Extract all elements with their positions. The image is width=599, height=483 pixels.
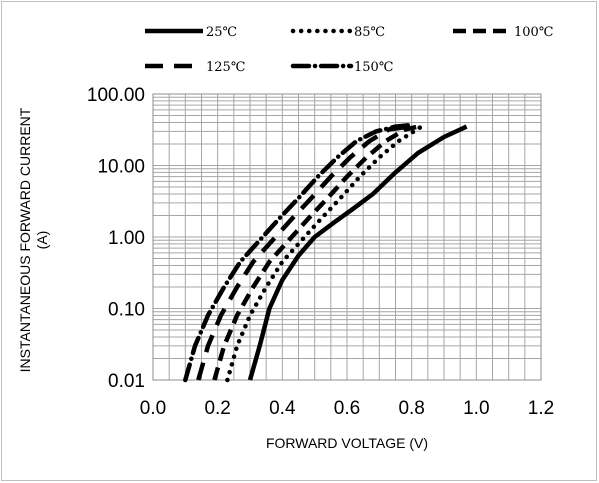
y-axis-title-line1: INSTANTANEOUS FORWARD CURRENT: [17, 107, 33, 372]
legend-label-4: 125℃: [206, 60, 245, 75]
x-tick-label: 0.2: [204, 398, 230, 419]
x-tick-label: 0.6: [334, 398, 360, 419]
x-tick-label: 1.2: [528, 398, 554, 419]
x-tick-label: 0.4: [269, 398, 296, 419]
series-line-3: [212, 124, 419, 381]
y-tick-label: 1.00: [108, 228, 145, 249]
legend-label-5: 150℃: [354, 60, 393, 75]
series-line-2: [225, 124, 424, 383]
y-tick-label: 0.01: [108, 371, 145, 392]
series-line-4: [196, 124, 409, 381]
x-tick-label: 0.0: [140, 398, 166, 419]
y-tick-label: 10.00: [97, 157, 145, 178]
series-line-5: [183, 122, 414, 383]
series-line-1: [247, 124, 468, 381]
legend-label-1: 25℃: [206, 25, 237, 40]
y-tick-label: 100.00: [87, 85, 145, 106]
x-tick-label: 0.8: [398, 398, 424, 419]
plot-area-border: [152, 93, 542, 381]
legend-label-3: 100℃: [514, 25, 553, 40]
y-axis-title-line2: (A): [34, 231, 50, 250]
y-tick-label: 0.10: [108, 300, 145, 321]
legend-label-2: 85℃: [354, 25, 385, 40]
x-axis-title: FORWARD VOLTAGE (V): [266, 435, 428, 451]
x-tick-label: 1.0: [463, 398, 489, 419]
